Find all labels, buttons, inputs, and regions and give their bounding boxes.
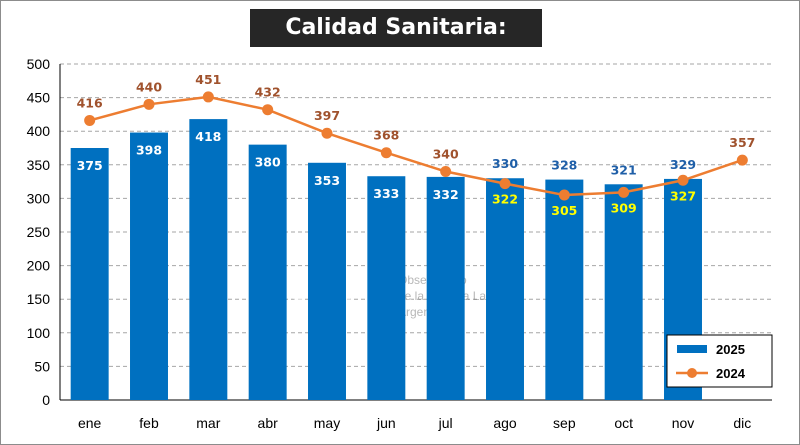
legend: 2025 2024 — [666, 334, 773, 388]
x-axis: ene feb mar abr may jun jul ago sep oct nov dic — [60, 399, 772, 431]
label-2024-nov: 327 — [670, 188, 696, 203]
point-2024-jul — [440, 166, 452, 178]
y-tick-label-50: 50 — [34, 358, 50, 374]
y-tick-label-450: 450 — [27, 90, 51, 106]
bar-2025-jul — [426, 176, 465, 400]
x-tick-label-may: may — [314, 415, 340, 431]
x-tick-label-abr: abr — [258, 415, 279, 431]
x-tick-label-mar: mar — [196, 415, 220, 431]
legend-2024-marker — [687, 368, 697, 378]
x-tick-label-jun: jun — [376, 415, 396, 431]
legend-box — [666, 334, 773, 388]
label-2024-may: 397 — [314, 108, 340, 123]
bar-2025-may — [308, 162, 346, 400]
label-2024-jul: 340 — [433, 147, 459, 162]
y-tick-label-400: 400 — [27, 123, 51, 139]
point-2024-jun — [380, 147, 392, 159]
label-2024-oct: 309 — [611, 200, 637, 215]
label-2025-jun: 333 — [373, 186, 399, 201]
y-tick-label-150: 150 — [27, 291, 51, 307]
x-tick-label-ene: ene — [78, 415, 102, 431]
point-2024-abr — [262, 104, 274, 116]
point-2024-may — [321, 127, 333, 139]
label-2024-sep: 305 — [551, 203, 577, 218]
x-tick-label-feb: feb — [139, 415, 159, 431]
label-2024-jun: 368 — [373, 128, 399, 143]
y-tick-label-250: 250 — [27, 224, 51, 240]
label-2025-mar: 418 — [195, 129, 221, 144]
bar-2025-feb — [130, 132, 168, 400]
y-tick-label-0: 0 — [42, 392, 50, 408]
legend-2025-label: 2025 — [716, 342, 745, 357]
point-2024-sep — [558, 189, 570, 201]
chart-title: Calidad Sanitaria: RCS/ml — [250, 9, 542, 78]
bar-2025-jun — [367, 176, 406, 400]
series-2024-line — [84, 91, 748, 201]
label-2025-oct: 321 — [611, 162, 637, 177]
bar-2025-oct — [604, 184, 643, 400]
x-tick-label-sep: sep — [553, 415, 576, 431]
series-2025-bars — [70, 119, 702, 400]
label-2025-ago: 330 — [492, 156, 518, 171]
label-2024-dic: 357 — [729, 135, 755, 150]
label-2024-abr: 432 — [255, 85, 281, 100]
label-2025-jul: 332 — [433, 187, 459, 202]
line-2024-path — [89, 95, 743, 197]
label-2025-abr: 380 — [255, 155, 281, 170]
point-2024-nov — [677, 174, 689, 186]
bar-2025-sep — [545, 179, 584, 400]
label-2025-ene: 375 — [77, 158, 103, 173]
legend-2024-label: 2024 — [716, 366, 746, 381]
label-2025-may: 353 — [314, 173, 340, 188]
bar-2025-abr — [248, 144, 287, 400]
point-2024-ago — [499, 178, 511, 190]
label-2025-nov: 329 — [670, 157, 696, 172]
label-2024-mar: 451 — [195, 72, 221, 87]
point-2024-mar — [202, 91, 214, 103]
bar-2025-ene — [70, 148, 109, 400]
x-tick-label-oct: oct — [614, 415, 633, 431]
y-tick-label-200: 200 — [27, 258, 51, 274]
label-2024-ene: 416 — [77, 95, 103, 110]
y-tick-label-100: 100 — [27, 325, 51, 341]
y-tick-label-500: 500 — [27, 56, 51, 72]
point-2024-feb — [143, 98, 155, 110]
label-2024-ago: 322 — [492, 192, 518, 207]
bar-2025-mar — [189, 119, 228, 400]
label-2024-feb: 440 — [136, 79, 162, 94]
y-tick-label-300: 300 — [27, 190, 51, 206]
bar-2025-ago — [486, 178, 524, 400]
label-2025-feb: 398 — [136, 143, 162, 158]
y-tick-label-350: 350 — [27, 157, 51, 173]
label-2025-sep: 328 — [551, 158, 577, 173]
point-2024-dic — [736, 154, 748, 166]
point-2024-oct — [618, 186, 630, 198]
x-tick-label-nov: nov — [672, 415, 695, 431]
point-2024-ene — [84, 114, 96, 126]
y-axis: 0 50 100 150 200 250 300 350 400 450 500 — [27, 56, 61, 408]
x-tick-label-dic: dic — [733, 415, 751, 431]
data-labels: 375 398 418 380 353 333 332 330 328 321 329 416 440 4… — [77, 72, 756, 218]
x-tick-label-jul: jul — [438, 415, 453, 431]
x-tick-label-ago: ago — [493, 415, 517, 431]
legend-2025-swatch — [677, 345, 707, 353]
